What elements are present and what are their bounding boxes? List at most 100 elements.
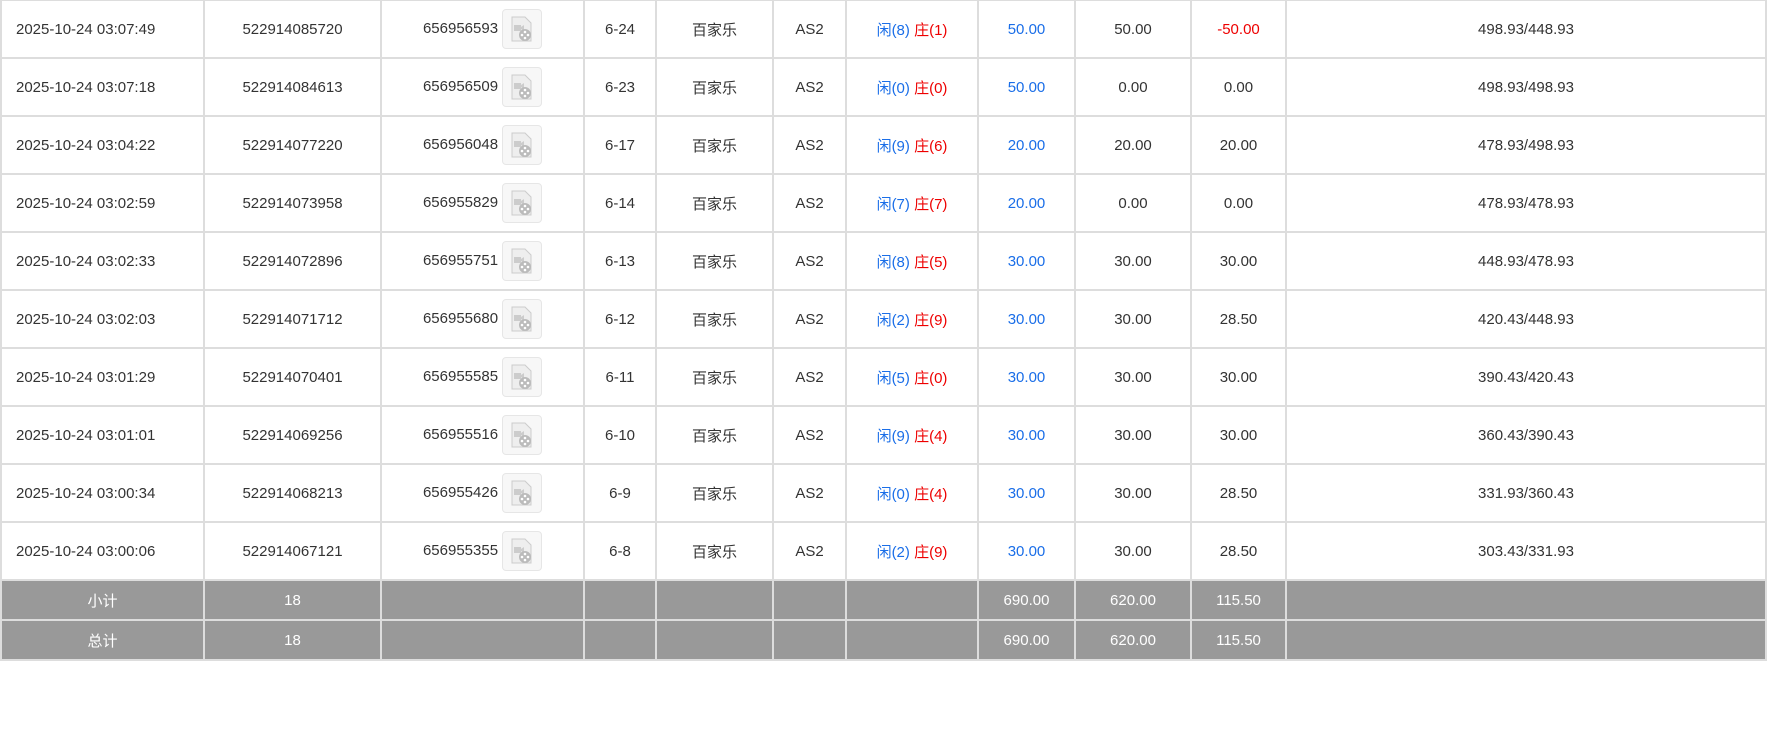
round-cell: 656956593 xyxy=(380,0,585,59)
banker-result: 庄(6) xyxy=(914,137,948,155)
video-file-icon[interactable] xyxy=(502,67,543,107)
bet-amount: 20.00 xyxy=(977,115,1076,175)
result: 闲(0) 庄(0) xyxy=(845,57,979,117)
video-file-icon[interactable] xyxy=(502,125,543,165)
round-number: 656955751 xyxy=(422,251,499,269)
order-number: 522914068213 xyxy=(203,463,382,523)
shoe-number: 6-12 xyxy=(583,289,657,349)
video-file-icon[interactable] xyxy=(502,531,543,571)
balance: 390.43/420.43 xyxy=(1285,347,1767,407)
video-file-icon[interactable] xyxy=(502,9,543,49)
bet-amount: 30.00 xyxy=(977,231,1076,291)
bet-time: 2025-10-24 03:02:59 xyxy=(0,173,205,233)
bet-amount: 30.00 xyxy=(977,347,1076,407)
win-loss: -50.00 xyxy=(1190,0,1287,59)
game-name: 百家乐 xyxy=(655,0,774,59)
valid-bet: 30.00 xyxy=(1074,521,1192,581)
subtotal-count: 18 xyxy=(203,579,382,621)
win-loss: 30.00 xyxy=(1190,405,1287,465)
video-file-icon[interactable] xyxy=(502,357,543,397)
result: 闲(9) 庄(6) xyxy=(845,115,979,175)
video-file-icon[interactable] xyxy=(502,183,543,223)
total-count: 18 xyxy=(203,619,382,661)
win-loss: 0.00 xyxy=(1190,173,1287,233)
video-file-icon[interactable] xyxy=(502,473,543,513)
table-name: AS2 xyxy=(772,521,847,581)
order-number: 522914077220 xyxy=(203,115,382,175)
round-cell: 656955751 xyxy=(380,231,585,291)
win-loss: 20.00 xyxy=(1190,115,1287,175)
balance: 360.43/390.43 xyxy=(1285,405,1767,465)
shoe-number: 6-17 xyxy=(583,115,657,175)
player-result: 闲(7) xyxy=(876,195,910,213)
round-number: 656955829 xyxy=(422,193,499,211)
player-result: 闲(8) xyxy=(876,253,910,271)
bet-amount: 20.00 xyxy=(977,173,1076,233)
round-number: 656955585 xyxy=(422,367,499,385)
table-row: 2025-10-24 03:07:18 522914084613 6569565… xyxy=(0,57,1767,117)
shoe-number: 6-8 xyxy=(583,521,657,581)
round-cell: 656955680 xyxy=(380,289,585,349)
valid-bet: 30.00 xyxy=(1074,289,1192,349)
result: 闲(2) 庄(9) xyxy=(845,289,979,349)
game-name: 百家乐 xyxy=(655,347,774,407)
order-number: 522914070401 xyxy=(203,347,382,407)
round-number: 656956593 xyxy=(422,19,499,37)
bet-time: 2025-10-24 03:04:22 xyxy=(0,115,205,175)
banker-result: 庄(9) xyxy=(914,311,948,329)
table-name: AS2 xyxy=(772,347,847,407)
subtotal-label: 小计 xyxy=(0,579,205,621)
shoe-number: 6-23 xyxy=(583,57,657,117)
order-number: 522914067121 xyxy=(203,521,382,581)
win-loss: 28.50 xyxy=(1190,289,1287,349)
subtotal-row: 小计 18 690.00 620.00 115.50 xyxy=(0,579,1767,621)
bet-amount: 30.00 xyxy=(977,289,1076,349)
valid-bet: 20.00 xyxy=(1074,115,1192,175)
table-name: AS2 xyxy=(772,405,847,465)
valid-bet: 30.00 xyxy=(1074,463,1192,523)
bet-time: 2025-10-24 03:01:29 xyxy=(0,347,205,407)
win-loss: 30.00 xyxy=(1190,231,1287,291)
valid-bet: 50.00 xyxy=(1074,0,1192,59)
shoe-number: 6-11 xyxy=(583,347,657,407)
bet-time: 2025-10-24 03:02:03 xyxy=(0,289,205,349)
banker-result: 庄(4) xyxy=(914,427,948,445)
total-row: 总计 18 690.00 620.00 115.50 xyxy=(0,619,1767,661)
banker-result: 庄(5) xyxy=(914,253,948,271)
balance: 331.93/360.43 xyxy=(1285,463,1767,523)
order-number: 522914085720 xyxy=(203,0,382,59)
table-row: 2025-10-24 03:04:22 522914077220 6569560… xyxy=(0,115,1767,175)
video-file-icon[interactable] xyxy=(502,415,543,455)
balance: 303.43/331.93 xyxy=(1285,521,1767,581)
win-loss: 0.00 xyxy=(1190,57,1287,117)
shoe-number: 6-10 xyxy=(583,405,657,465)
subtotal-valid: 620.00 xyxy=(1074,579,1192,621)
table-row: 2025-10-24 03:07:49 522914085720 6569565… xyxy=(0,0,1767,59)
video-file-icon[interactable] xyxy=(502,299,543,339)
table-row: 2025-10-24 03:02:59 522914073958 6569558… xyxy=(0,173,1767,233)
round-number: 656955355 xyxy=(422,541,499,559)
balance: 420.43/448.93 xyxy=(1285,289,1767,349)
order-number: 522914072896 xyxy=(203,231,382,291)
result: 闲(8) 庄(1) xyxy=(845,0,979,59)
balance: 448.93/478.93 xyxy=(1285,231,1767,291)
shoe-number: 6-14 xyxy=(583,173,657,233)
total-win: 115.50 xyxy=(1190,619,1287,661)
bet-time: 2025-10-24 03:07:18 xyxy=(0,57,205,117)
bet-time: 2025-10-24 03:00:06 xyxy=(0,521,205,581)
round-cell: 656955829 xyxy=(380,173,585,233)
result: 闲(9) 庄(4) xyxy=(845,405,979,465)
shoe-number: 6-24 xyxy=(583,0,657,59)
table-row: 2025-10-24 03:01:29 522914070401 6569555… xyxy=(0,347,1767,407)
balance: 498.93/498.93 xyxy=(1285,57,1767,117)
table-name: AS2 xyxy=(772,173,847,233)
result: 闲(0) 庄(4) xyxy=(845,463,979,523)
player-result: 闲(8) xyxy=(876,21,910,39)
bet-time: 2025-10-24 03:00:34 xyxy=(0,463,205,523)
game-name: 百家乐 xyxy=(655,231,774,291)
bet-records-table: 2025-10-24 03:07:49 522914085720 6569565… xyxy=(0,0,1767,661)
total-bet: 690.00 xyxy=(977,619,1076,661)
order-number: 522914071712 xyxy=(203,289,382,349)
player-result: 闲(9) xyxy=(876,137,910,155)
video-file-icon[interactable] xyxy=(502,241,543,281)
